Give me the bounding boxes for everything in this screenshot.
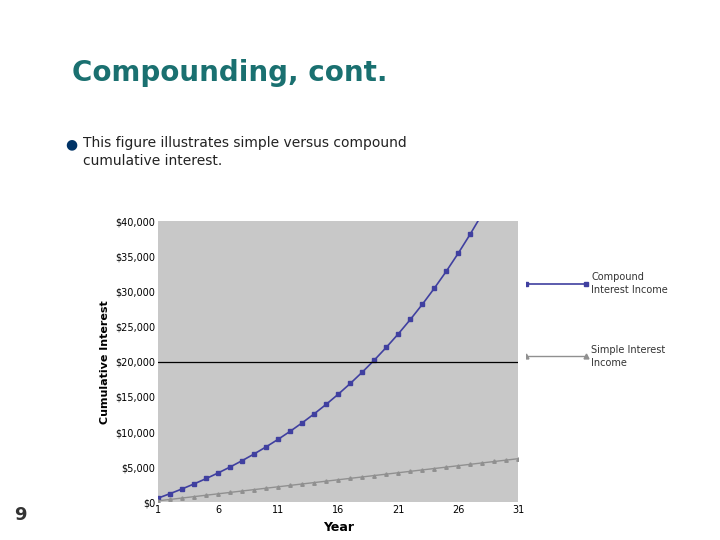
Compound
Interest Income <box>154 495 163 501</box>
Simple Interest
Income <box>466 461 474 468</box>
Simple Interest
Income <box>406 468 415 475</box>
X-axis label: Year: Year <box>323 521 354 534</box>
Line: Compound
Interest Income: Compound Interest Income <box>157 143 520 500</box>
Compound
Interest Income <box>226 464 235 470</box>
Simple Interest
Income <box>502 457 510 463</box>
Compound
Interest Income <box>322 401 330 407</box>
Simple Interest
Income <box>490 458 499 465</box>
Compound
Interest Income <box>382 344 391 350</box>
Compound
Interest Income <box>514 142 523 149</box>
Y-axis label: Cumulative Interest: Cumulative Interest <box>100 300 110 424</box>
Simple Interest
Income <box>322 478 330 484</box>
Simple Interest
Income <box>442 464 451 470</box>
Compound
Interest Income <box>442 268 451 274</box>
Simple Interest
Income <box>310 480 319 486</box>
Simple Interest
Income <box>430 465 438 472</box>
Text: 9: 9 <box>14 506 27 524</box>
Simple Interest
Income <box>478 460 487 466</box>
Simple Interest
Income <box>454 462 463 469</box>
Simple Interest
Income <box>298 481 307 487</box>
Compound
Interest Income <box>298 420 307 426</box>
Simple Interest
Income <box>190 494 199 500</box>
Simple Interest
Income <box>274 483 283 490</box>
Text: Compounding, cont.: Compounding, cont. <box>72 59 387 87</box>
Simple Interest
Income <box>286 482 294 489</box>
Compound
Interest Income <box>406 316 415 323</box>
Compound
Interest Income <box>178 485 186 492</box>
Compound
Interest Income <box>394 330 402 337</box>
Simple Interest
Income <box>166 496 175 503</box>
Compound
Interest Income <box>274 436 283 442</box>
Compound
Interest Income <box>166 490 175 497</box>
Simple Interest
Income <box>394 469 402 476</box>
Text: cumulative interest.: cumulative interest. <box>83 154 222 168</box>
Simple Interest
Income <box>202 492 211 498</box>
Simple Interest
Income <box>514 455 523 462</box>
Simple Interest
Income <box>370 472 379 479</box>
Compound
Interest Income <box>346 380 355 387</box>
Simple Interest
Income <box>214 490 222 497</box>
Compound
Interest Income <box>286 428 294 434</box>
Simple Interest
Income <box>178 495 186 501</box>
Compound
Interest Income <box>334 391 343 397</box>
Simple Interest
Income <box>346 475 355 482</box>
Line: Simple Interest
Income: Simple Interest Income <box>157 457 520 503</box>
Compound
Interest Income <box>466 231 474 237</box>
Compound
Interest Income <box>478 210 487 217</box>
Simple Interest
Income <box>238 488 247 494</box>
Compound
Interest Income <box>490 189 499 195</box>
Text: ●: ● <box>65 138 77 152</box>
Text: Simple Interest
Income: Simple Interest Income <box>591 345 665 368</box>
Compound
Interest Income <box>310 410 319 417</box>
Compound
Interest Income <box>262 443 271 450</box>
Compound
Interest Income <box>250 450 258 457</box>
Simple Interest
Income <box>250 487 258 493</box>
Simple Interest
Income <box>262 485 271 491</box>
Compound
Interest Income <box>370 357 379 363</box>
Compound
Interest Income <box>202 475 211 482</box>
Text: This figure illustrates simple versus compound: This figure illustrates simple versus co… <box>83 136 407 150</box>
Compound
Interest Income <box>190 481 199 487</box>
Text: Compound
Interest Income: Compound Interest Income <box>591 272 668 295</box>
Simple Interest
Income <box>418 467 427 473</box>
Compound
Interest Income <box>238 457 247 464</box>
Compound
Interest Income <box>418 301 427 307</box>
Simple Interest
Income <box>226 489 235 496</box>
Compound
Interest Income <box>454 250 463 256</box>
Simple Interest
Income <box>358 474 366 480</box>
Compound
Interest Income <box>430 285 438 292</box>
Simple Interest
Income <box>382 471 391 477</box>
Compound
Interest Income <box>502 166 510 172</box>
Compound
Interest Income <box>358 369 366 375</box>
Compound
Interest Income <box>214 470 222 476</box>
Simple Interest
Income <box>334 476 343 483</box>
Simple Interest
Income <box>154 497 163 504</box>
